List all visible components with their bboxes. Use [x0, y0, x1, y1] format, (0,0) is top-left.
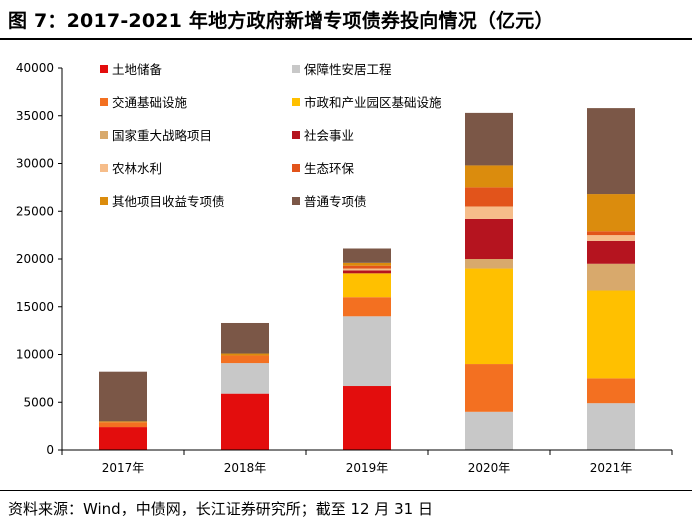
legend-label: 普通专项债 — [304, 194, 367, 209]
legend-label: 交通基础设施 — [112, 95, 188, 110]
legend-label: 国家重大战略项目 — [112, 128, 212, 143]
bar-segment — [343, 386, 391, 450]
x-tick-label: 2019年 — [346, 461, 389, 475]
bar-segment — [221, 355, 269, 364]
y-tick-label: 10000 — [16, 348, 54, 362]
legend-label: 农林水利 — [112, 161, 162, 176]
bar-segment — [587, 290, 635, 379]
legend-label: 市政和产业园区基础设施 — [304, 95, 442, 110]
title-rule — [0, 38, 692, 40]
legend-swatch — [292, 65, 300, 73]
legend-label: 保障性安居工程 — [304, 62, 392, 77]
bar-segment — [465, 187, 513, 207]
bar-segment — [587, 403, 635, 450]
y-tick-label: 35000 — [16, 109, 54, 123]
legend-swatch — [292, 197, 300, 205]
bar-segment — [343, 297, 391, 317]
bar-segment — [99, 422, 147, 428]
legend-swatch — [100, 98, 108, 106]
legend-label: 土地储备 — [112, 62, 163, 77]
y-tick-label: 25000 — [16, 204, 54, 218]
bar-segment — [465, 165, 513, 188]
bar-segment — [465, 218, 513, 259]
bar-layer — [99, 108, 635, 450]
bar-segment — [221, 363, 269, 394]
bar-segment — [587, 240, 635, 264]
y-tick-label: 0 — [46, 443, 54, 457]
figure-title: 图 7：2017-2021 年地方政府新增专项债券投向情况（亿元） — [8, 10, 554, 32]
legend-swatch — [100, 131, 108, 139]
legend-label: 其他项目收益专项债 — [112, 194, 225, 209]
x-axis: 2017年 2018年 2019年 2020年 2021年 — [61, 449, 673, 475]
bar-segment — [587, 235, 635, 241]
bar-segment — [99, 421, 147, 423]
bar-segment — [465, 364, 513, 412]
y-axis: 0 5000 10000 15000 20000 25000 30000 35000 40000 — [16, 61, 63, 457]
legend-swatch — [292, 164, 300, 172]
bar-segment — [343, 316, 391, 387]
bar-segment — [465, 268, 513, 365]
bar-segment — [99, 427, 147, 450]
legend-swatch — [292, 98, 300, 106]
stacked-bar-chart: 0 5000 10000 15000 20000 25000 30000 35000 40000… — [16, 61, 673, 475]
y-tick-label: 5000 — [23, 395, 54, 409]
bar-segment — [465, 206, 513, 219]
bar-segment — [465, 259, 513, 269]
y-tick-label: 15000 — [16, 300, 54, 314]
x-tick-label: 2021年 — [590, 461, 633, 475]
legend-swatch — [100, 197, 108, 205]
bar-segment — [343, 262, 391, 266]
bar-segment — [343, 273, 391, 298]
y-tick-label: 30000 — [16, 157, 54, 171]
legend-swatch — [292, 131, 300, 139]
bar-segment — [343, 265, 391, 269]
bar-segment — [99, 371, 147, 422]
source-rule — [0, 490, 692, 491]
bar-segment — [221, 353, 269, 356]
bar-segment — [587, 194, 635, 232]
x-tick-label: 2017年 — [102, 461, 145, 475]
bar-segment — [343, 268, 391, 271]
bar-segment — [465, 411, 513, 450]
bar-segment — [343, 270, 391, 274]
legend-label: 生态环保 — [304, 161, 355, 176]
bar-segment — [587, 378, 635, 404]
legend-label: 社会事业 — [304, 128, 354, 143]
bar-segment — [587, 231, 635, 236]
legend-swatch — [100, 164, 108, 172]
y-tick-label: 20000 — [16, 252, 54, 266]
bar-segment — [587, 263, 635, 291]
x-tick-label: 2018年 — [224, 461, 267, 475]
x-tick-label: 2020年 — [468, 461, 511, 475]
source-note: 资料来源：Wind，中债网，长江证券研究所；截至 12 月 31 日 — [8, 500, 433, 518]
legend-swatch — [100, 65, 108, 73]
bar-segment — [465, 112, 513, 166]
y-tick-label: 40000 — [16, 61, 54, 75]
bar-segment — [221, 393, 269, 450]
bar-segment — [343, 248, 391, 263]
bar-segment — [221, 322, 269, 354]
bar-segment — [587, 108, 635, 195]
